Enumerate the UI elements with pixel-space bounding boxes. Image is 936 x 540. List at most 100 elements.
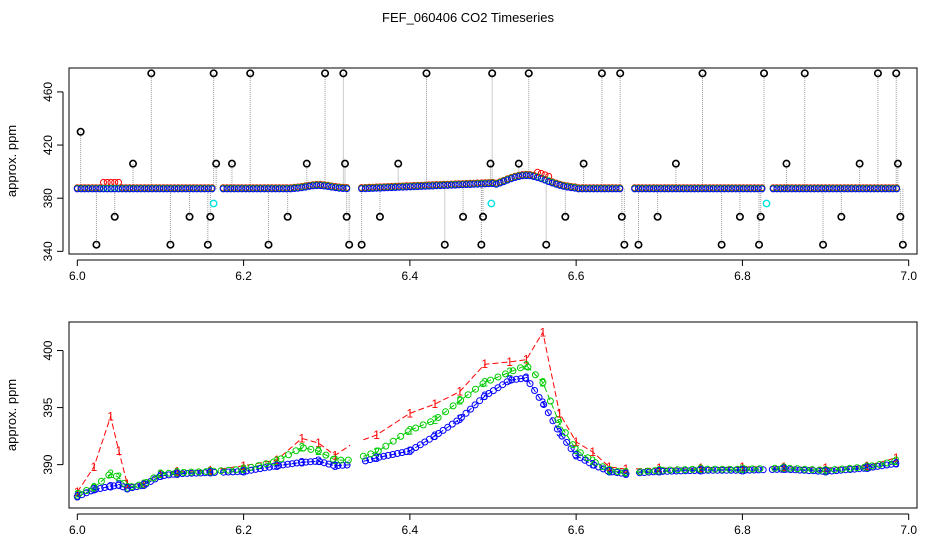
series-2-point bbox=[457, 396, 465, 404]
spike-point bbox=[893, 159, 902, 168]
series-3-point bbox=[864, 464, 872, 472]
top-y-axis: 340 380 420 460 bbox=[41, 82, 64, 261]
baseline-point bbox=[616, 185, 624, 193]
spike-point bbox=[819, 240, 828, 249]
series-1-label: 1 bbox=[573, 435, 580, 449]
baseline-point bbox=[260, 185, 268, 193]
series-1-label: 1 bbox=[589, 445, 596, 459]
series-3-point bbox=[549, 417, 557, 425]
series-3-point bbox=[371, 454, 378, 462]
series-3-label: 3 bbox=[431, 429, 438, 443]
baseline-point bbox=[507, 175, 515, 183]
spike-point bbox=[459, 212, 468, 221]
series-3-label: 3 bbox=[481, 389, 488, 403]
baseline-point bbox=[758, 185, 766, 193]
spike-point bbox=[620, 240, 629, 249]
series-2-point bbox=[681, 466, 689, 474]
baseline-point bbox=[223, 185, 231, 193]
series-3-point bbox=[778, 465, 785, 473]
series-2-point bbox=[83, 487, 90, 494]
series-3-point bbox=[467, 405, 475, 413]
series-2-label: 2 bbox=[481, 375, 488, 389]
spike-point bbox=[616, 69, 625, 78]
baseline-point bbox=[156, 185, 164, 193]
series-1-label: 1 bbox=[456, 385, 463, 399]
series-2-point bbox=[329, 455, 337, 463]
series-3-point bbox=[526, 380, 534, 388]
spike-point bbox=[837, 212, 846, 221]
baseline-point bbox=[481, 180, 489, 188]
baseline-point bbox=[230, 185, 238, 193]
baseline-point bbox=[702, 185, 710, 193]
series-3-point bbox=[201, 469, 209, 477]
series-3-label: 3 bbox=[864, 461, 871, 475]
series-3-point bbox=[512, 375, 520, 383]
baseline-point bbox=[822, 185, 829, 193]
series-2-point bbox=[97, 477, 105, 485]
series-2-label: 2 bbox=[893, 454, 900, 468]
baseline-point bbox=[747, 185, 755, 193]
series-1-label: 1 bbox=[373, 428, 380, 442]
baseline-point bbox=[534, 168, 541, 176]
series-1-label: 1 bbox=[523, 353, 530, 367]
series-1-label: 1 bbox=[893, 451, 900, 465]
baseline-point bbox=[421, 182, 429, 190]
baseline-point bbox=[279, 185, 287, 193]
baseline-point bbox=[159, 185, 167, 193]
baseline-point bbox=[881, 185, 889, 193]
spike-point bbox=[597, 69, 606, 78]
baseline-point bbox=[361, 185, 369, 193]
spike-point bbox=[760, 69, 769, 78]
series-2-point bbox=[606, 467, 614, 474]
series-2-point bbox=[704, 465, 711, 473]
series-2-point bbox=[689, 465, 696, 473]
series-3-point bbox=[723, 466, 731, 474]
baseline-point bbox=[713, 185, 721, 193]
baseline-point bbox=[590, 185, 598, 193]
series-2-point bbox=[494, 373, 502, 381]
baseline-point bbox=[466, 181, 474, 188]
baseline-point bbox=[219, 185, 227, 193]
series-2-point bbox=[434, 414, 442, 421]
baseline-point bbox=[358, 185, 366, 193]
series-2-point bbox=[659, 466, 667, 474]
top-plot-frame bbox=[68, 67, 918, 255]
baseline-point bbox=[657, 185, 665, 193]
series-1-label: 1 bbox=[315, 436, 322, 450]
series-2-point bbox=[210, 467, 218, 475]
baseline-point bbox=[272, 185, 280, 193]
series-2-point bbox=[748, 465, 756, 473]
series-1-label: 1 bbox=[864, 459, 871, 473]
series-2-point bbox=[255, 462, 263, 470]
series-2-point bbox=[621, 469, 629, 476]
baseline-point bbox=[664, 185, 672, 193]
baseline-point bbox=[545, 178, 553, 186]
series-1-label: 1 bbox=[74, 485, 81, 499]
baseline-point bbox=[126, 185, 134, 193]
baseline-point bbox=[788, 185, 796, 193]
baseline-point bbox=[133, 185, 141, 193]
series-2-point bbox=[150, 474, 158, 482]
series-3-point bbox=[105, 483, 113, 491]
series-1-label: 1 bbox=[273, 453, 280, 467]
series-1-label: 1 bbox=[606, 460, 613, 474]
series-1-label: 1 bbox=[116, 444, 123, 458]
baseline-point bbox=[556, 181, 564, 189]
series-2-point bbox=[808, 466, 816, 474]
baseline-point bbox=[687, 185, 695, 193]
series-1-label: 1 bbox=[556, 406, 563, 420]
series-3-point bbox=[503, 378, 511, 386]
baseline-point bbox=[470, 180, 478, 188]
series-3-point bbox=[288, 460, 296, 468]
series-2-label: 2 bbox=[556, 417, 563, 431]
baseline-point bbox=[534, 174, 541, 181]
series-3-point bbox=[695, 466, 703, 474]
series-2-label: 2 bbox=[656, 463, 663, 477]
series-3-label: 3 bbox=[781, 462, 788, 476]
series-3-point bbox=[677, 467, 685, 475]
baseline-point bbox=[694, 185, 702, 193]
spike-point bbox=[898, 240, 907, 249]
series-2-label: 2 bbox=[240, 462, 247, 476]
series-3-point bbox=[617, 469, 625, 477]
